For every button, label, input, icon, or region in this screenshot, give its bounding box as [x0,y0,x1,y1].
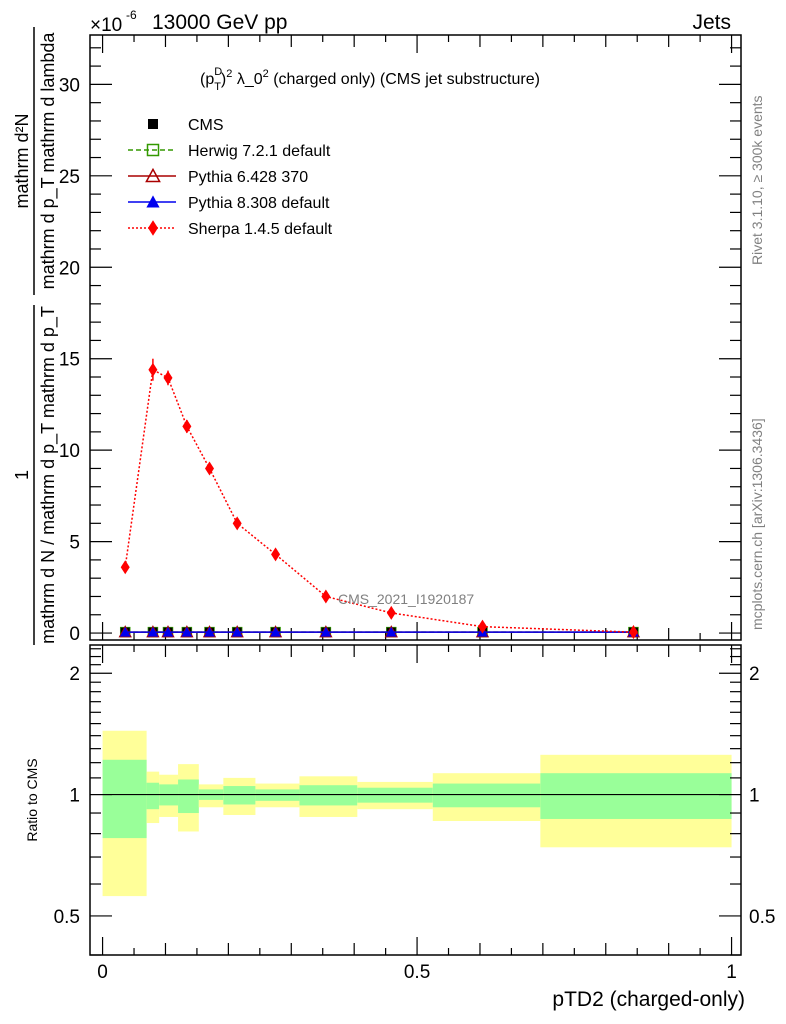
legend-label: Pythia 6.428 370 [188,169,308,186]
data-point [182,419,192,434]
data-point [181,626,193,637]
data-point [321,589,331,604]
watermark: CMS_2021_I1920187 [338,591,474,607]
y-tick-label: 0 [69,624,80,645]
series-sherpa-1-4-5-default [120,358,638,640]
svg-text:1: 1 [12,470,32,480]
data-point [205,461,215,476]
svg-text:mathrm d p_T mathrm d lambda: mathrm d p_T mathrm d lambda [38,32,59,290]
legend-label: Herwig 7.2.1 default [188,143,331,160]
data-point [270,626,281,637]
x-tick-label: 0.5 [404,962,430,983]
y-tick-label: 30 [59,75,80,96]
side-text-rivet: Rivet 3.1.10, ≥ 300k events [749,95,765,265]
data-point [231,626,243,637]
ratio-y-tick-label: 1 [69,786,80,807]
legend-label: CMS [188,117,224,134]
data-point [147,626,159,637]
svg-text:mathrm d²N: mathrm d²N [12,113,32,208]
legend: CMS Herwig 7.2.1 default Pythia 6.428 370 P… [128,117,333,238]
ratio-y-tick-label-right: 0.5 [749,907,775,928]
ratio-y-tick-label: 2 [69,664,80,685]
svg-text:(pDT)2 λ_02 (charged only) (CM: (pD T)2 λ_02 (charged only) (CMS jet subs… [200,66,540,93]
legend-item: Sherpa 1.4.5 default [128,220,333,238]
x-tick-label: 1 [726,962,737,983]
data-point [385,626,397,637]
exponent-label: ×10 [90,15,122,36]
data-point [386,605,396,620]
y-tick-label: 10 [59,441,80,462]
plot-title: (pD T)2 λ_02 (charged only) (CMS jet subs… [200,66,540,93]
legend-marker [146,143,160,157]
legend-marker [145,167,161,183]
data-point [119,626,131,637]
y-tick-label: 20 [59,258,80,279]
data-point [148,362,158,377]
ratio-y-tick-label-right: 2 [749,664,760,685]
data-point [271,547,281,562]
data-point [120,560,130,575]
data-point [232,516,242,531]
legend-item: Pythia 6.428 370 [128,167,308,186]
svg-text:mathrm d N / mathrm d p_T math: mathrm d N / mathrm d p_T mathrm d p_T [38,306,59,644]
main-frame [89,34,742,641]
ratio-band-stat [146,782,160,810]
data-point [162,626,174,637]
series-pythia-8-308-default [119,626,639,637]
ratio-y-tick-label-right: 1 [749,786,760,807]
exponent-power: -6 [126,8,137,22]
side-text-mcplots: mcplots.cern.ch [arXiv:1306.3436] [749,418,765,630]
ratio-band-stat [299,785,358,806]
x-axis-label: pTD2 (charged-only) [552,988,745,1011]
data-point [628,625,638,640]
ratio-frame [89,644,742,956]
ratio-band-stat [102,759,147,839]
x-tick-label: 0 [97,962,108,983]
legend-item: Pythia 8.308 default [128,195,330,212]
legend-label: Pythia 8.308 default [188,195,330,212]
data-point [477,619,487,634]
header-right: Jets [692,11,731,34]
legend-marker [146,195,160,208]
legend-label: Sherpa 1.4.5 default [188,221,333,238]
legend-marker [148,119,158,129]
ratio-band-stat [178,779,199,814]
ratio-band-stat [540,773,732,819]
legend-item: CMS [148,117,224,134]
ratio-band-stat [432,783,541,808]
ratio-y-label: Ratio to CMS [24,758,40,841]
y-axis-label: 1 mathrm d N / mathrm d p_T mathrm d p_T… [12,27,59,645]
ratio-band-stat [223,786,256,805]
y-tick-label: 5 [69,533,80,554]
data-point [163,370,173,385]
ratio-y-tick-label: 0.5 [54,907,80,928]
data-point [204,626,215,637]
y-tick-label: 15 [59,350,80,371]
data-point [320,626,332,637]
y-tick-label: 25 [59,167,80,188]
legend-marker [148,220,158,236]
legend-item: Herwig 7.2.1 default [128,143,331,160]
header-left: 13000 GeV pp [152,11,287,34]
